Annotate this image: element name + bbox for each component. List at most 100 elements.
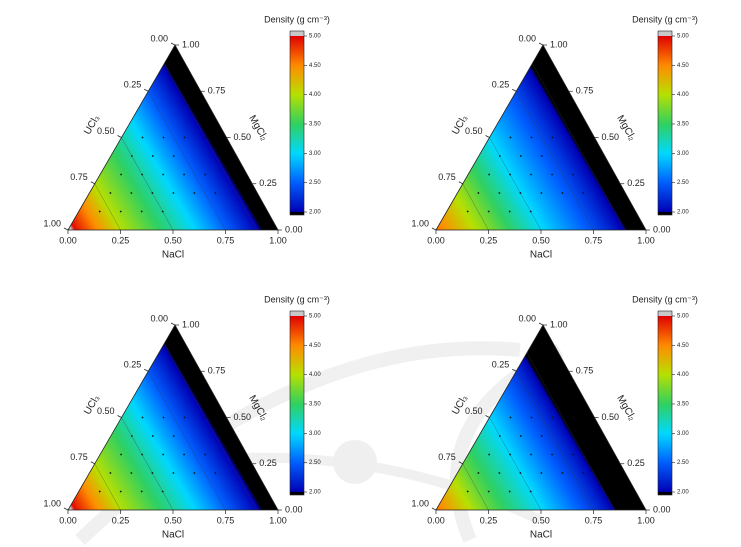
tick-mark — [63, 507, 69, 511]
sample-point — [214, 472, 217, 474]
sample-point — [161, 490, 164, 493]
sample-point — [130, 435, 133, 437]
sample-point — [151, 155, 154, 157]
tick-label: 1.00 — [182, 319, 200, 329]
tick-mark — [117, 135, 122, 138]
sample-point — [540, 155, 543, 157]
sample-point — [519, 472, 522, 474]
tick-label: 0.00 — [518, 33, 536, 43]
colorbar-tick-label: 4.50 — [309, 63, 321, 69]
tick-mark — [458, 461, 463, 465]
sample-point — [508, 210, 511, 213]
tick-mark — [485, 135, 490, 138]
sample-point — [183, 453, 186, 456]
colorbar-tick-label: 4.50 — [309, 343, 321, 349]
sample-point — [561, 192, 564, 194]
sample-point — [498, 192, 501, 194]
sample-point — [214, 192, 217, 194]
tick-mark — [458, 181, 463, 185]
sample-point — [540, 472, 543, 474]
contour-line — [489, 137, 542, 231]
colorbar-low — [658, 492, 672, 495]
tick-label: 0.00 — [653, 224, 671, 234]
colorbar-tick-label: 5.00 — [677, 34, 689, 40]
tick-label: 0.50 — [97, 406, 115, 416]
tick-label: 1.00 — [550, 319, 568, 329]
contour-line — [94, 183, 121, 231]
sample-point — [183, 173, 186, 176]
sample-point — [530, 136, 533, 139]
tick-label: 0.25 — [112, 515, 130, 525]
sample-point — [141, 173, 144, 176]
sample-point — [572, 136, 575, 139]
colorbar-frame — [657, 310, 673, 496]
sample-point — [509, 453, 511, 456]
sample-point — [193, 472, 196, 474]
tick-label: 0.25 — [124, 360, 142, 370]
colorbar-tick-label: 2.50 — [309, 460, 321, 466]
sample-point — [530, 173, 532, 176]
tick-label: 0.75 — [438, 172, 456, 182]
tick-label: 1.00 — [550, 39, 568, 49]
sample-point — [529, 210, 532, 213]
tick-mark — [538, 42, 544, 46]
colorbar-tick-label: 3.00 — [677, 151, 689, 157]
colorbar-title: Density (g cm⁻³) — [632, 14, 698, 24]
contour-line — [515, 371, 594, 511]
tick-mark — [512, 88, 517, 92]
tick-mark — [170, 322, 176, 326]
sample-point — [561, 472, 564, 474]
sample-point — [529, 490, 532, 493]
colorbar-tick-label: 2.00 — [677, 490, 689, 496]
contour-line — [515, 91, 594, 231]
tick-label: 0.75 — [208, 86, 226, 96]
tick-label: 0.25 — [480, 235, 498, 245]
tick-label: 0.00 — [59, 515, 77, 525]
colorbar-tick-label: 4.00 — [677, 372, 689, 378]
contour-line — [532, 63, 626, 231]
colorbar-tick-label: 2.50 — [677, 180, 689, 186]
colorbar-tick-label: 3.00 — [309, 151, 321, 157]
tick-mark — [144, 368, 149, 372]
tick-label: 0.50 — [164, 515, 182, 525]
contour-line — [147, 91, 226, 231]
sample-point — [119, 210, 122, 213]
sample-point — [98, 210, 101, 213]
tick-mark — [485, 415, 490, 418]
tick-mark — [538, 322, 544, 326]
sample-point — [540, 192, 543, 194]
sample-point — [498, 435, 501, 437]
sample-point — [120, 173, 122, 176]
density-field — [68, 325, 278, 510]
sample-point — [172, 435, 175, 437]
sample-point — [582, 472, 585, 474]
ternary-panel: 0.00 0.25 0.50 0.75 1.00 NaCl 0.00 0.25 0.50 0.75… — [43, 294, 329, 540]
axis-title: NaCl — [162, 530, 184, 541]
colorbar — [658, 316, 672, 492]
contour-line — [164, 343, 258, 511]
watermark-dot — [333, 440, 377, 484]
contour-line — [147, 371, 226, 511]
axis-title: NaCl — [162, 250, 184, 261]
sample-point — [530, 416, 533, 419]
sample-point — [151, 435, 154, 437]
sample-point — [466, 490, 469, 493]
tick-label: 0.25 — [627, 178, 645, 188]
sample-point — [172, 192, 175, 194]
sample-point — [162, 173, 165, 176]
contour-line — [462, 463, 489, 511]
tick-label: 0.75 — [438, 452, 456, 462]
sample-point — [487, 490, 490, 493]
colorbar-tick-label: 2.00 — [309, 210, 321, 216]
sample-point — [140, 490, 143, 493]
tick-label: 0.75 — [70, 452, 88, 462]
colorbar — [658, 36, 672, 212]
tick-mark — [170, 42, 176, 46]
tick-label: 0.25 — [259, 178, 277, 188]
sample-point — [582, 192, 585, 194]
sample-point — [498, 155, 501, 157]
colorbar-frame — [289, 30, 305, 216]
colorbar — [290, 316, 304, 492]
contour-line — [164, 63, 258, 231]
sample-point — [151, 192, 154, 194]
